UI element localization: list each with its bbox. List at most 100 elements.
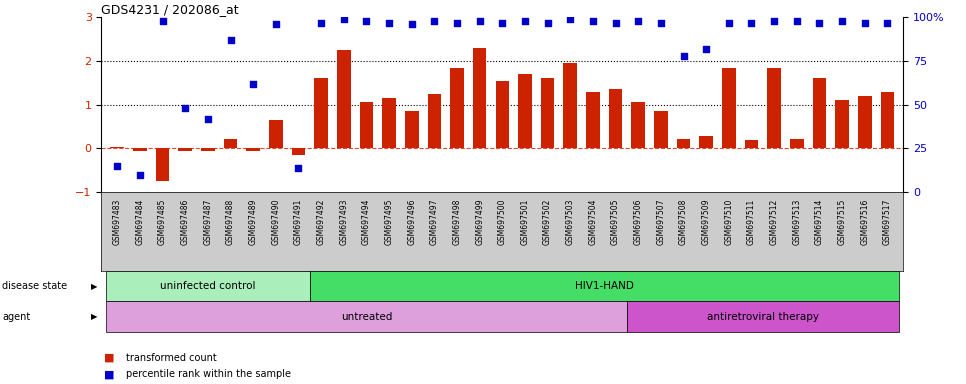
Text: ■: ■: [104, 353, 115, 363]
Text: GSM697497: GSM697497: [430, 198, 439, 245]
Bar: [246, 148, 260, 151]
Point: [358, 18, 374, 24]
Text: GSM697514: GSM697514: [815, 198, 824, 245]
Text: GSM697499: GSM697499: [475, 198, 484, 245]
Text: GSM697510: GSM697510: [724, 198, 733, 245]
Bar: [586, 91, 600, 148]
Text: GSM697505: GSM697505: [611, 198, 620, 245]
Bar: [270, 120, 283, 148]
Text: GSM697484: GSM697484: [135, 198, 145, 245]
Text: GSM697506: GSM697506: [634, 198, 642, 245]
Bar: [310, 271, 898, 301]
Point: [155, 18, 170, 24]
Text: HIV1-HAND: HIV1-HAND: [575, 281, 634, 291]
Text: GSM697490: GSM697490: [271, 198, 280, 245]
Point: [811, 20, 827, 26]
Bar: [541, 78, 554, 148]
Text: GSM697489: GSM697489: [248, 198, 258, 245]
Text: GSM697517: GSM697517: [883, 198, 892, 245]
Text: GDS4231 / 202086_at: GDS4231 / 202086_at: [101, 3, 239, 16]
Point: [608, 20, 623, 26]
Text: ▶: ▶: [91, 312, 98, 321]
Bar: [812, 78, 826, 148]
Text: uninfected control: uninfected control: [160, 281, 256, 291]
Bar: [632, 103, 645, 148]
Bar: [836, 100, 849, 148]
Point: [540, 20, 555, 26]
Text: transformed count: transformed count: [126, 353, 216, 363]
Point: [698, 46, 714, 52]
Point: [517, 18, 532, 24]
Point: [789, 18, 805, 24]
Bar: [654, 111, 668, 148]
Bar: [110, 147, 124, 148]
Bar: [337, 50, 351, 148]
Point: [585, 18, 601, 24]
Text: ■: ■: [104, 369, 115, 379]
Bar: [677, 139, 691, 148]
Point: [245, 81, 261, 87]
Bar: [179, 148, 192, 151]
Point: [313, 20, 328, 26]
Point: [449, 20, 465, 26]
Point: [766, 18, 781, 24]
Text: GSM697503: GSM697503: [566, 198, 575, 245]
Text: GSM697483: GSM697483: [113, 198, 122, 245]
Text: percentile rank within the sample: percentile rank within the sample: [126, 369, 291, 379]
Point: [835, 18, 850, 24]
Text: GSM697512: GSM697512: [770, 198, 779, 245]
Text: antiretroviral therapy: antiretroviral therapy: [707, 312, 819, 322]
Point: [857, 20, 872, 26]
Bar: [133, 148, 147, 151]
Bar: [518, 74, 531, 148]
Text: GSM697488: GSM697488: [226, 198, 235, 245]
Point: [880, 20, 895, 26]
Point: [653, 20, 668, 26]
Bar: [450, 68, 464, 148]
Bar: [858, 96, 871, 148]
Point: [495, 20, 510, 26]
Text: ▶: ▶: [91, 281, 98, 291]
Bar: [156, 148, 169, 181]
Bar: [745, 140, 758, 148]
Text: untreated: untreated: [341, 312, 392, 322]
Bar: [881, 91, 895, 148]
Point: [291, 164, 306, 170]
Text: GSM697492: GSM697492: [317, 198, 326, 245]
Text: GSM697491: GSM697491: [294, 198, 303, 245]
Bar: [609, 89, 622, 148]
Point: [721, 20, 736, 26]
Text: GSM697487: GSM697487: [204, 198, 213, 245]
Bar: [106, 271, 310, 301]
Point: [200, 116, 215, 122]
Bar: [201, 148, 214, 151]
Point: [109, 163, 125, 169]
Bar: [106, 301, 627, 332]
Bar: [627, 301, 898, 332]
Bar: [563, 63, 577, 148]
Point: [427, 18, 442, 24]
Bar: [405, 111, 418, 148]
Text: GSM697496: GSM697496: [408, 198, 416, 245]
Text: GSM697504: GSM697504: [588, 198, 597, 245]
Bar: [314, 78, 327, 148]
Bar: [473, 48, 487, 148]
Bar: [428, 94, 441, 148]
Point: [382, 20, 397, 26]
Text: GSM697507: GSM697507: [656, 198, 666, 245]
Bar: [383, 98, 396, 148]
Bar: [790, 139, 804, 148]
Text: GSM697493: GSM697493: [339, 198, 349, 245]
Point: [472, 18, 488, 24]
Bar: [224, 139, 238, 148]
Text: agent: agent: [2, 312, 30, 322]
Point: [404, 21, 419, 27]
Text: GSM697494: GSM697494: [362, 198, 371, 245]
Point: [562, 16, 578, 22]
Bar: [496, 81, 509, 148]
Text: GSM697498: GSM697498: [452, 198, 462, 245]
Point: [269, 21, 284, 27]
Bar: [699, 136, 713, 148]
Text: GSM697508: GSM697508: [679, 198, 688, 245]
Text: GSM697513: GSM697513: [792, 198, 801, 245]
